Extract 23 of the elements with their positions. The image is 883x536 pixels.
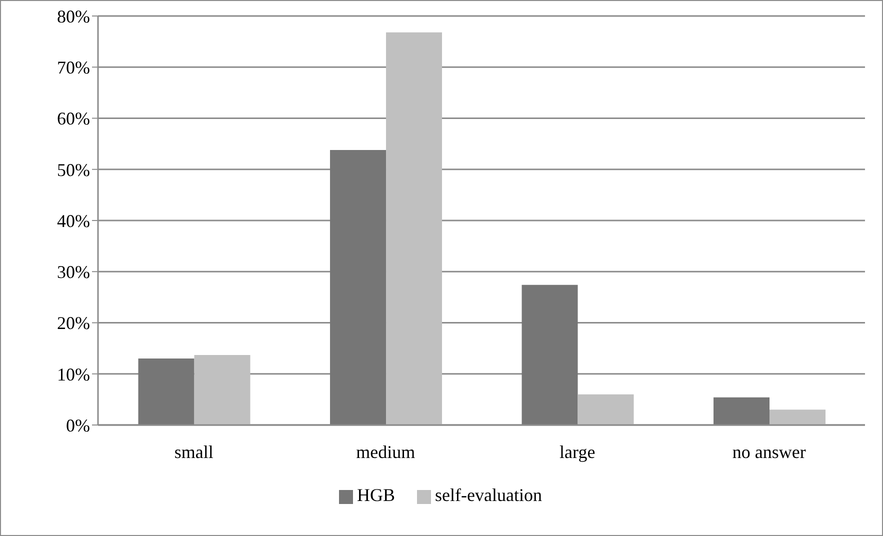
y-tick-label: 30% bbox=[57, 262, 90, 282]
legend-label: self-evaluation bbox=[435, 485, 542, 505]
y-tick-label: 80% bbox=[57, 6, 90, 26]
bar bbox=[770, 410, 826, 425]
y-tick-label: 40% bbox=[57, 210, 90, 231]
x-tick-label: small bbox=[174, 442, 214, 462]
y-tick-label: 70% bbox=[57, 58, 90, 78]
x-tick-label: large bbox=[560, 442, 596, 462]
bar bbox=[330, 150, 386, 425]
bar bbox=[386, 32, 442, 425]
y-tick-label: 20% bbox=[57, 313, 90, 334]
bar bbox=[138, 358, 194, 425]
bar bbox=[714, 397, 770, 425]
bar bbox=[578, 394, 634, 425]
x-tick-label: no answer bbox=[732, 442, 806, 462]
y-tick-label: 50% bbox=[57, 160, 90, 180]
x-tick-label: medium bbox=[356, 442, 416, 462]
bar bbox=[194, 354, 250, 425]
bar bbox=[522, 284, 578, 425]
y-tick-label: 10% bbox=[57, 364, 90, 384]
y-tick-label: 0% bbox=[66, 415, 90, 436]
y-tick-label: 60% bbox=[57, 108, 90, 129]
legend-label: HGB bbox=[357, 485, 396, 505]
